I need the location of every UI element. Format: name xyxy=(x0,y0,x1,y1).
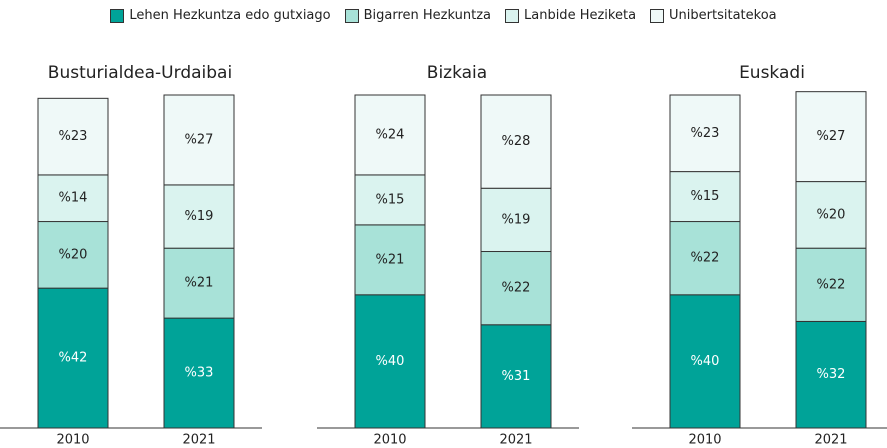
data-label: %40 xyxy=(691,354,720,369)
bar-segment xyxy=(480,94,552,189)
data-label: %27 xyxy=(817,129,846,144)
bar-segment xyxy=(480,324,552,429)
bar-segment xyxy=(37,287,109,429)
bar-segment xyxy=(669,94,741,173)
bar-segment xyxy=(480,187,552,253)
bar-segment xyxy=(37,221,109,289)
x-tick-label: 2010 xyxy=(373,433,406,448)
bar-segment xyxy=(37,97,109,176)
bar-segment xyxy=(354,294,426,429)
data-label: %19 xyxy=(502,212,531,227)
bar-segment xyxy=(354,224,426,296)
data-label: %22 xyxy=(691,251,720,266)
data-label: %33 xyxy=(185,366,214,381)
bar-segment xyxy=(163,247,235,319)
data-label: %24 xyxy=(376,127,405,142)
legend-swatch xyxy=(110,8,125,23)
data-label: %15 xyxy=(691,189,720,204)
data-label: %22 xyxy=(817,277,846,292)
data-label: %27 xyxy=(185,132,214,147)
bar-segment xyxy=(795,91,867,183)
data-label: %20 xyxy=(59,247,88,262)
data-label: %15 xyxy=(376,192,405,207)
legend-item: Lehen Hezkuntza edo gutxiago xyxy=(110,8,331,23)
bar-segment xyxy=(480,251,552,326)
legend-label: Unibertsitatekoa xyxy=(669,8,777,23)
data-label: %23 xyxy=(59,129,88,144)
legend-swatch xyxy=(344,8,359,23)
bar-segment xyxy=(163,94,235,186)
data-label: %32 xyxy=(817,367,846,382)
bar-segment xyxy=(163,317,235,429)
bar-segment xyxy=(669,221,741,296)
legend-swatch xyxy=(505,8,519,23)
data-label: %19 xyxy=(185,209,214,224)
legend: Lehen Hezkuntza edo gutxiago Bigarren Hez… xyxy=(0,8,887,23)
bar-segment xyxy=(354,94,426,176)
legend-label: Lanbide Heziketa xyxy=(524,8,637,23)
legend-swatch xyxy=(650,8,665,23)
legend-item: Bigarren Hezkuntza xyxy=(344,8,491,23)
data-label: %22 xyxy=(502,281,531,296)
data-label: %23 xyxy=(691,126,720,141)
bar-segment xyxy=(795,247,867,322)
legend-label: Bigarren Hezkuntza xyxy=(363,8,491,23)
data-label: %14 xyxy=(59,191,88,206)
x-tick-label: 2010 xyxy=(56,433,89,448)
chart-title: Bizkaia xyxy=(427,63,487,83)
bar-segment xyxy=(669,171,741,223)
legend-item: Lanbide Heziketa xyxy=(505,8,636,23)
bar-segment xyxy=(795,181,867,249)
chart-title: Busturialdea-Urdaibai xyxy=(48,63,232,83)
data-label: %20 xyxy=(817,207,846,222)
x-tick-label: 2021 xyxy=(814,433,847,448)
bar-segment xyxy=(669,294,741,429)
data-label: %40 xyxy=(376,354,405,369)
x-tick-label: 2021 xyxy=(182,433,215,448)
bar-segment xyxy=(163,184,235,249)
bar-segment xyxy=(354,174,426,226)
data-label: %42 xyxy=(59,351,88,366)
chart-title: Euskadi xyxy=(739,63,805,83)
x-tick-label: 2021 xyxy=(499,433,532,448)
data-label: %28 xyxy=(502,134,531,149)
data-label: %21 xyxy=(185,276,214,291)
x-tick-label: 2010 xyxy=(688,433,721,448)
bar-segment xyxy=(795,320,867,429)
legend-label: Lehen Hezkuntza edo gutxiago xyxy=(129,8,331,23)
data-label: %21 xyxy=(376,252,405,267)
data-label: %31 xyxy=(502,369,531,384)
legend-item: Unibertsitatekoa xyxy=(650,8,777,23)
